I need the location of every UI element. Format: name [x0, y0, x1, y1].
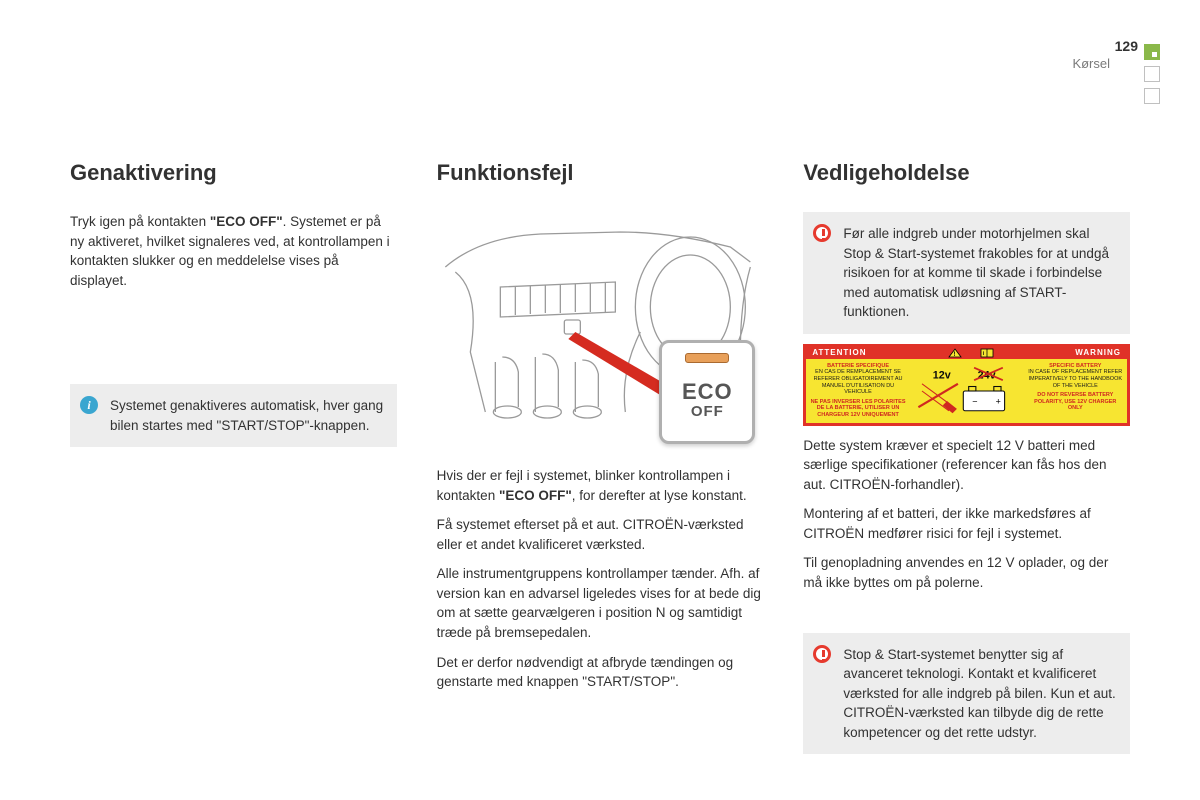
- eco-label: ECO: [682, 381, 733, 403]
- battery-clamp-graphic: − +: [918, 384, 1004, 413]
- para-malfunction-3: Alle instrumentgruppens kontrollamper tæ…: [437, 564, 764, 642]
- pointer-arrow: [568, 332, 670, 400]
- text: EN CAS DE REMPLACEMENT SE REFERER OBLIGA…: [810, 369, 905, 395]
- warning-callout-2: Stop & Start-systemet benytter sig af av…: [803, 633, 1130, 755]
- page-header: 129 Kørsel: [1072, 38, 1138, 71]
- spacer: [70, 300, 397, 370]
- warning-icon: [813, 224, 831, 242]
- column-malfunction: Funktionsfejl: [437, 160, 764, 754]
- book-icon: i: [980, 348, 994, 358]
- warning-icon: [813, 645, 831, 663]
- text: NE PAS INVERSER LES POLARITES DE LA BATT…: [810, 399, 905, 419]
- warn-label-header: ATTENTION ! i WARNING: [806, 347, 1127, 359]
- heading-maintenance: Vedligeholdelse: [803, 160, 1130, 186]
- warn-label-left-text: BATTERIE SPECIFIQUE EN CAS DE REMPLACEME…: [806, 359, 909, 423]
- para-malfunction-4: Det er derfor nødvendigt at afbryde tænd…: [437, 653, 764, 692]
- para-reactivation: Tryk igen på kontakten "ECO OFF". System…: [70, 212, 397, 290]
- section-label: Kørsel: [1072, 56, 1110, 71]
- heading-reactivation: Genaktivering: [70, 160, 397, 186]
- eco-off-button: ECO OFF: [659, 340, 755, 444]
- warning-callout-1: Før alle indgreb under motorhjelmen skal…: [803, 212, 1130, 334]
- eco-led-indicator: [685, 353, 729, 363]
- text: SPECIFIC BATTERY: [1028, 363, 1123, 370]
- text: Tryk igen på kontakten: [70, 214, 210, 229]
- label-24v-crossed: 24v: [974, 367, 1003, 381]
- info-icon: i: [80, 396, 98, 414]
- svg-text:!: !: [953, 352, 956, 358]
- text: DO NOT REVERSE BATTERY POLARITY, USE 12V…: [1028, 392, 1123, 412]
- para-maint-1: Dette system kræver et specielt 12 V bat…: [803, 436, 1130, 495]
- column-maintenance: Vedligeholdelse Før alle indgreb under m…: [803, 160, 1130, 754]
- heading-malfunction: Funktionsfejl: [437, 160, 764, 186]
- svg-text:−: −: [972, 396, 977, 406]
- para-malfunction-1: Hvis der er fejl i systemet, blinker kon…: [437, 466, 764, 505]
- para-maint-3: Til genopladning anvendes en 12 V oplade…: [803, 553, 1130, 592]
- column-reactivation: Genaktivering Tryk igen på kontakten "EC…: [70, 160, 397, 754]
- tab-marker: [1144, 88, 1160, 104]
- warn-label-graphic: 12v 24v − +: [910, 359, 1024, 423]
- content-columns: Genaktivering Tryk igen på kontakten "EC…: [70, 160, 1130, 754]
- callout-text: Stop & Start-systemet benytter sig af av…: [843, 647, 1115, 740]
- eco-sub-label: OFF: [691, 403, 724, 420]
- dashboard-diagram: ECO OFF: [437, 212, 764, 452]
- para-malfunction-2: Få systemet efterset på et aut. CITROËN-…: [437, 515, 764, 554]
- page-number: 129: [1072, 38, 1138, 54]
- tab-marker-active: [1144, 44, 1160, 60]
- text: BATTERIE SPECIFIQUE: [810, 363, 905, 370]
- text-bold: "ECO OFF": [210, 214, 283, 229]
- label-header-right: WARNING: [1075, 348, 1121, 358]
- info-callout: i Systemet genaktiveres automatisk, hver…: [70, 384, 397, 447]
- text-bold: "ECO OFF": [499, 488, 572, 503]
- label-12v: 12v: [933, 369, 951, 381]
- warn-label-right-text: SPECIFIC BATTERY IN CASE OF REPLACEMENT …: [1024, 359, 1127, 423]
- text: IN CASE OF REPLACEMENT REFER IMPERATIVEL…: [1028, 369, 1123, 389]
- callout-text: Før alle indgreb under motorhjelmen skal…: [843, 226, 1109, 319]
- label-header-left: ATTENTION: [812, 348, 866, 358]
- svg-text:i: i: [983, 351, 985, 357]
- tab-markers: [1144, 44, 1160, 104]
- battery-warning-label: ATTENTION ! i WARNING BATTERIE SPECIFIQU…: [803, 344, 1130, 426]
- text: , for derefter at lyse konstant.: [572, 488, 747, 503]
- tab-marker: [1144, 66, 1160, 82]
- triangle-icon: !: [948, 348, 962, 358]
- svg-text:+: +: [995, 396, 1000, 406]
- callout-text: Systemet genaktiveres automatisk, hver g…: [110, 398, 383, 433]
- para-maint-2: Montering af et batteri, der ikke marked…: [803, 504, 1130, 543]
